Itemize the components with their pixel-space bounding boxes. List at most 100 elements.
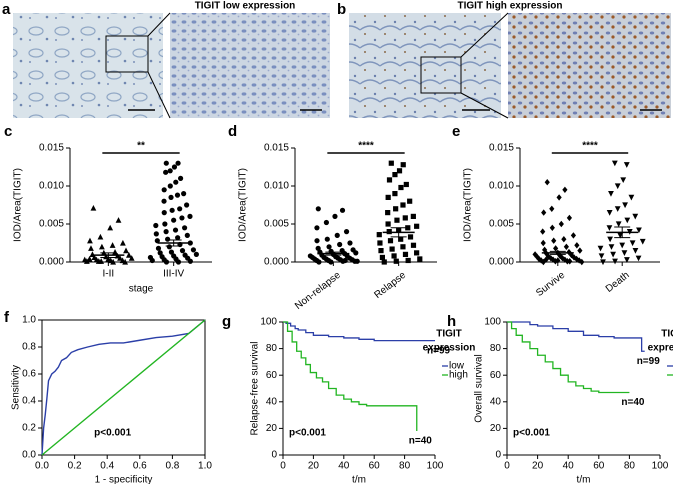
data-point	[334, 232, 340, 238]
data-point	[551, 237, 557, 244]
x-tick-label: 80	[399, 461, 411, 472]
data-point	[161, 210, 167, 216]
data-point	[400, 162, 406, 168]
data-point	[536, 255, 542, 263]
data-point	[342, 257, 348, 264]
data-point	[540, 228, 546, 235]
x-tick-label: 1.0	[198, 461, 212, 472]
survival-curve	[507, 321, 645, 352]
data-point	[328, 259, 334, 265]
image-title: TIGIT low expression	[195, 1, 296, 12]
zoom-line	[147, 12, 171, 37]
x-tick-label: Survive	[534, 270, 567, 299]
data-point	[559, 255, 566, 262]
data-point	[174, 192, 181, 198]
y-tick-label: 100	[260, 317, 277, 328]
data-point	[161, 198, 167, 204]
data-point	[542, 246, 548, 254]
x-tick-label: I-II	[103, 269, 115, 280]
data-point	[619, 242, 626, 249]
data-point	[402, 215, 408, 221]
data-point	[541, 209, 547, 216]
data-point	[414, 250, 420, 256]
data-point	[162, 221, 168, 227]
data-point	[570, 232, 577, 239]
data-point	[120, 239, 126, 246]
y-tick-label: 80	[490, 343, 502, 354]
data-point	[398, 184, 404, 191]
data-point	[184, 232, 190, 238]
data-point	[550, 256, 556, 263]
x-tick-label: 100	[427, 461, 444, 472]
data-point	[389, 246, 395, 252]
x-tick-label: 0.4	[100, 461, 114, 472]
panel-label: h	[447, 313, 456, 330]
data-point	[83, 258, 90, 264]
y-axis-label: IOD/Area(TIGIT)	[13, 168, 24, 242]
data-point	[339, 207, 346, 213]
data-point	[386, 229, 392, 235]
data-point	[632, 248, 639, 254]
data-point	[154, 238, 160, 244]
y-axis-label: Sensitivity	[11, 365, 22, 410]
p-value: p<0.001	[513, 428, 550, 439]
data-point	[610, 251, 617, 258]
data-point	[378, 248, 384, 254]
x-tick-label: Death	[604, 270, 632, 295]
data-point	[173, 179, 179, 185]
data-point	[167, 183, 173, 189]
legend-title: expression	[648, 343, 673, 354]
data-point	[122, 258, 129, 265]
data-point	[385, 194, 391, 200]
y-tick-label: 0.000	[264, 257, 289, 268]
y-tick-label: 20	[490, 423, 502, 434]
x-tick-label: 40	[338, 461, 350, 472]
zoom-box	[420, 56, 462, 94]
data-point	[639, 238, 646, 245]
x-tick-label: 20	[308, 461, 320, 472]
data-point	[99, 243, 105, 250]
data-point	[386, 177, 393, 183]
data-point	[324, 236, 330, 242]
data-point	[392, 172, 398, 178]
data-point	[182, 225, 188, 231]
y-tick-label: 20	[266, 423, 278, 434]
micrograph-zoom	[508, 13, 671, 118]
data-point	[573, 255, 580, 263]
data-point	[163, 160, 169, 166]
y-tick-label: 0.005	[264, 219, 289, 230]
data-point	[323, 219, 330, 226]
y-tick-label: 0.010	[39, 181, 64, 192]
data-point	[629, 240, 636, 247]
panel-label: e	[452, 123, 460, 140]
data-point	[402, 251, 409, 257]
data-point	[577, 247, 583, 254]
data-point	[623, 162, 630, 168]
data-point	[632, 213, 639, 220]
legend-title: expression	[423, 343, 476, 354]
data-point	[393, 206, 399, 212]
data-point	[97, 233, 104, 240]
x-tick-label: 60	[593, 461, 605, 472]
curve-label: n=40	[409, 436, 433, 447]
data-point	[620, 177, 627, 184]
y-tick-label: 0.4	[22, 396, 36, 407]
data-point	[117, 255, 123, 261]
significance: **	[137, 141, 145, 152]
data-point	[543, 256, 549, 263]
data-point	[562, 186, 568, 193]
data-point	[611, 160, 618, 167]
x-tick-label: 20	[532, 461, 544, 472]
data-point	[110, 258, 117, 265]
y-axis-label: IOD/Area(TIGIT)	[238, 168, 249, 242]
data-point	[187, 213, 193, 220]
y-axis-label: IOD/Area(TIGIT)	[463, 168, 474, 242]
data-point	[600, 259, 606, 266]
data-point	[574, 242, 580, 249]
y-tick-label: 60	[490, 370, 502, 381]
x-tick-label: 0.2	[68, 461, 82, 472]
y-tick-label: 40	[490, 396, 502, 407]
data-point	[614, 206, 621, 212]
y-tick-label: 0.000	[39, 257, 64, 268]
panel-label: g	[222, 313, 231, 330]
